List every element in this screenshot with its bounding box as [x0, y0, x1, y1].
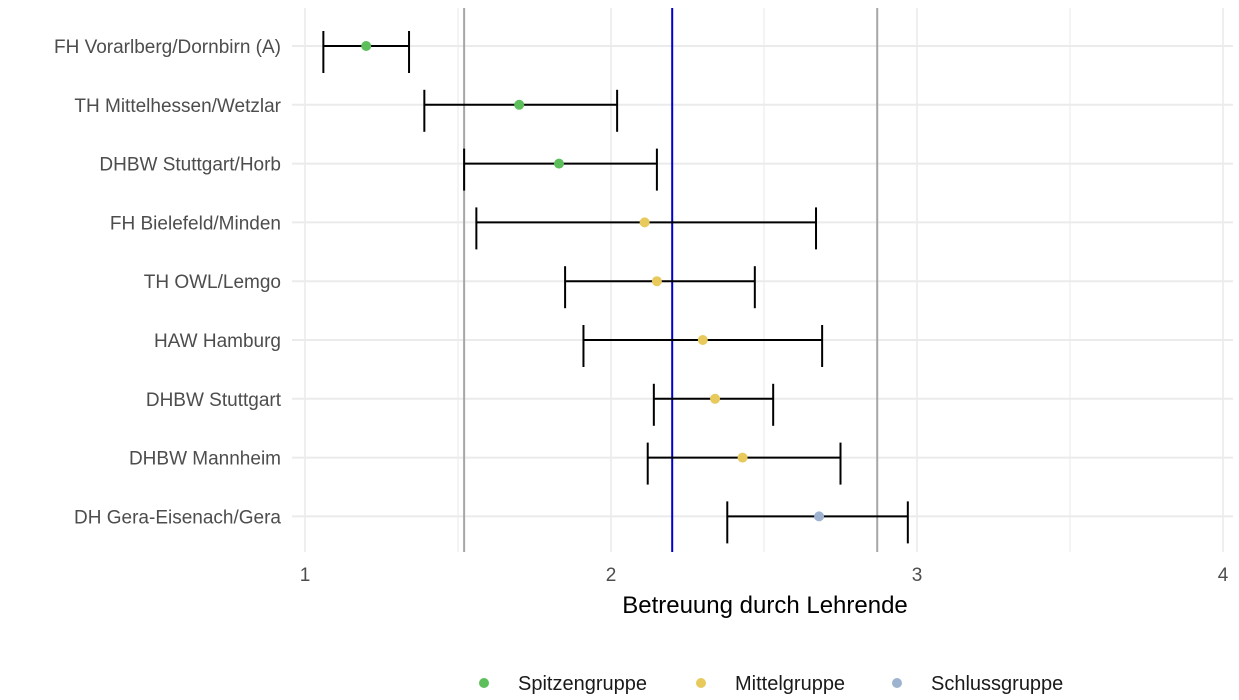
x-tick-label: 2 — [606, 565, 617, 586]
y-tick-label: HAW Hamburg — [154, 331, 281, 352]
y-tick-label: DH Gera-Eisenach/Gera — [74, 507, 281, 528]
y-tick-label: DHBW Mannheim — [129, 449, 281, 470]
y-tick-label: TH OWL/Lemgo — [144, 272, 281, 293]
x-tick-label: 1 — [300, 565, 311, 586]
y-axis-labels: FH Vorarlberg/Dornbirn (A) TH Mittelhesse… — [54, 37, 282, 528]
legend-key — [892, 678, 902, 688]
legend-label: Spitzengruppe — [518, 673, 647, 695]
mean-point — [737, 452, 748, 463]
mean-point — [514, 99, 525, 110]
y-tick-label: DHBW Stuttgart/Horb — [99, 155, 281, 176]
legend-label: Schlussgruppe — [931, 673, 1063, 695]
x-tick-label: 3 — [912, 565, 923, 586]
mean-point — [814, 511, 825, 522]
error-bars — [322, 31, 909, 544]
x-axis-title: Betreuung durch Lehrende — [622, 592, 908, 619]
legend-label: Mittelgruppe — [735, 673, 845, 695]
grid-lines — [292, 8, 1233, 552]
y-tick-label: FH Vorarlberg/Dornbirn (A) — [54, 37, 281, 58]
mean-point — [553, 158, 564, 169]
y-tick-label: TH Mittelhessen/Wetzlar — [74, 96, 281, 117]
legend-key — [696, 678, 706, 688]
x-tick-label: 4 — [1218, 565, 1229, 586]
mean-point — [697, 335, 708, 345]
mean-points — [361, 41, 825, 522]
legend-key — [479, 678, 489, 688]
y-tick-label: DHBW Stuttgart — [146, 390, 282, 411]
mean-point — [651, 276, 662, 287]
mean-point — [710, 393, 721, 404]
reference-lines — [463, 8, 879, 552]
y-tick-label: FH Bielefeld/Minden — [110, 213, 281, 234]
x-axis-tick-labels: 1 2 3 4 — [300, 565, 1229, 586]
legend: Spitzengruppe Mittelgruppe Schlussgruppe — [479, 673, 1063, 695]
mean-point — [361, 41, 372, 51]
mean-point — [639, 217, 650, 228]
